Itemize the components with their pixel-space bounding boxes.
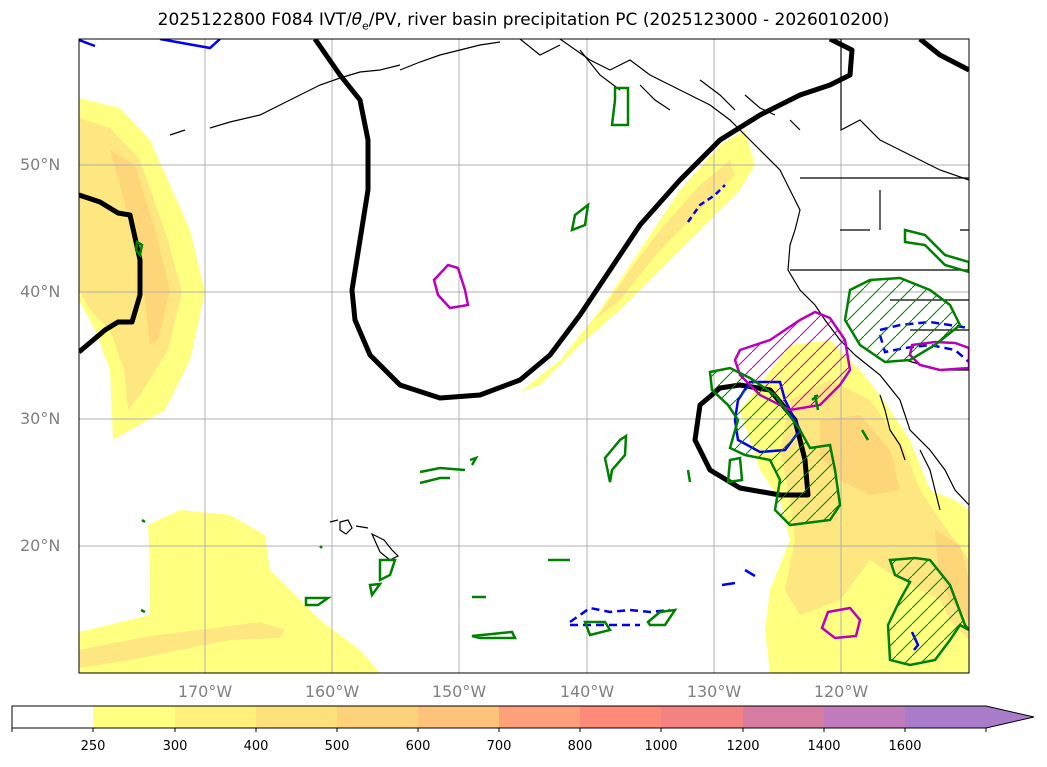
title-subscript: e: [362, 19, 369, 33]
colorbar-label: 700: [486, 739, 512, 754]
colorbar-label: 600: [405, 739, 431, 754]
coastlines: [169, 39, 969, 561]
lat-label-30n: 30°N: [20, 409, 61, 428]
map-frame: [78, 38, 970, 674]
colorbar-label: 250: [80, 739, 106, 754]
title-text-rest: /PV, river basin precipitation PC (20251…: [368, 10, 890, 30]
lon-label-120w: 120°W: [813, 682, 869, 701]
map-gridlines: [79, 39, 969, 673]
colorbar-label: 300: [162, 739, 188, 754]
colorbar-label: 1400: [807, 739, 841, 754]
lat-label-20n: 20°N: [20, 536, 61, 555]
lat-label-50n: 50°N: [20, 155, 61, 174]
lon-label-170w: 170°W: [177, 682, 233, 701]
map-title: 2025122800 F084 IVT/θe/PV, river basin p…: [0, 10, 1047, 32]
lon-label-130w: 130°W: [686, 682, 742, 701]
title-theta: θ: [351, 10, 362, 30]
colorbar-label: 800: [567, 739, 593, 754]
colorbar-label: 1200: [726, 739, 760, 754]
colorbar-label: 500: [324, 739, 350, 754]
lon-label-160w: 160°W: [304, 682, 360, 701]
title-text: 2025122800 F084 IVT/: [157, 10, 352, 30]
lon-label-150w: 150°W: [431, 682, 487, 701]
colorbar-label: 1600: [888, 739, 922, 754]
lon-label-140w: 140°W: [559, 682, 615, 701]
lat-label-40n: 40°N: [20, 282, 61, 301]
pv-contours: [79, 39, 969, 498]
colorbar: [11, 705, 1035, 732]
colorbar-label: 1000: [644, 739, 678, 754]
precip-contours: [134, 86, 969, 667]
colorbar-label: 400: [243, 739, 269, 754]
